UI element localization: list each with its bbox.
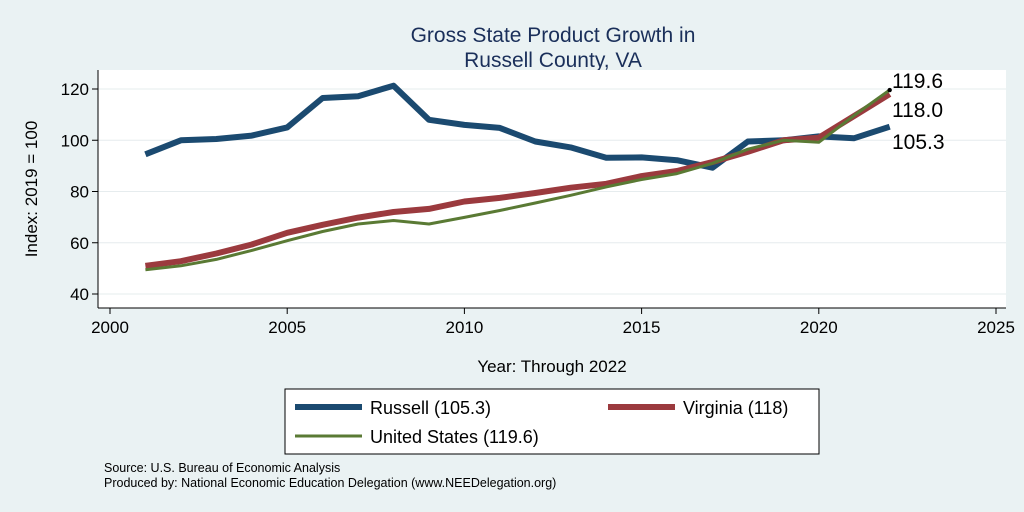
- y-axis-title: Index: 2019 = 100: [22, 121, 41, 258]
- y-tick-label-120: 120: [61, 80, 89, 99]
- end-label-virginia: 118.0: [892, 99, 943, 122]
- y-tick-label-40: 40: [70, 285, 89, 304]
- y-tick-label-100: 100: [61, 131, 89, 150]
- legend-box: [284, 388, 820, 455]
- x-tick-label-2010: 2010: [445, 318, 483, 337]
- legend-label-virginia: Virginia (118): [683, 398, 788, 418]
- y-axis-ticks: 40 60 80 100 120: [61, 80, 98, 304]
- chart-title-line-2: Russell County, VA: [464, 49, 642, 72]
- end-label-united-states: 119.6: [892, 70, 943, 93]
- chart-title-line-1: Gross State Product Growth in: [411, 24, 696, 47]
- x-tick-label-2025: 2025: [977, 318, 1015, 337]
- produced-by-note: Produced by: National Economic Education…: [104, 476, 556, 490]
- y-tick-label-80: 80: [70, 183, 89, 202]
- x-tick-label-2020: 2020: [800, 318, 838, 337]
- legend: Russell (105.3) Virginia (118) United St…: [284, 388, 820, 455]
- source-note: Source: U.S. Bureau of Economic Analysis: [104, 461, 340, 475]
- series-lines: [144, 82, 892, 272]
- end-label-russell: 105.3: [892, 131, 945, 154]
- legend-label-russell: Russell (105.3): [370, 398, 491, 418]
- x-axis-title: Year: Through 2022: [477, 357, 626, 376]
- x-tick-label-2005: 2005: [268, 318, 306, 337]
- x-tick-label-2015: 2015: [623, 318, 661, 337]
- series-line-united-states: [145, 88, 891, 272]
- legend-label-united-states: United States (119.6): [370, 427, 539, 447]
- x-axis-ticks: 2000 2005 2010 2015 2020 2025: [91, 308, 1015, 337]
- end-point-marker: [887, 87, 892, 93]
- y-tick-label-60: 60: [70, 234, 89, 253]
- x-tick-label-2000: 2000: [91, 318, 129, 337]
- series-line-russell: [144, 82, 891, 171]
